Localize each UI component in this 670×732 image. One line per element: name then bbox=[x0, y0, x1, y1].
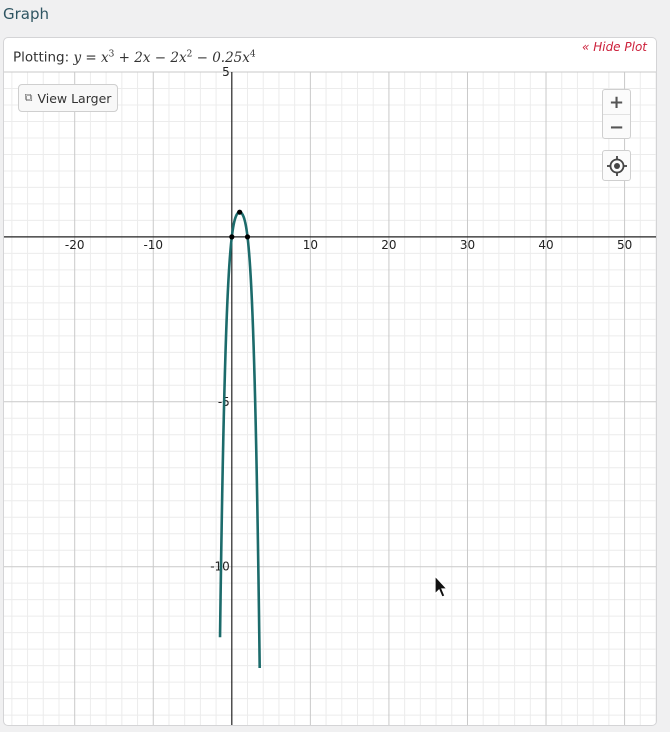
term-1: x bbox=[101, 49, 109, 66]
zoom-controls: + − bbox=[602, 89, 631, 139]
x-tick-label: -20 bbox=[65, 238, 85, 252]
x-tick-label: 20 bbox=[381, 238, 396, 252]
key-point bbox=[244, 234, 251, 240]
term-2-exponent: 2 bbox=[186, 49, 193, 59]
view-larger-label: View Larger bbox=[37, 90, 112, 106]
term-3: − 0.25x bbox=[192, 49, 250, 66]
crosshair-target-icon bbox=[606, 155, 627, 176]
x-tick-label: 10 bbox=[303, 238, 318, 252]
x-tick-label: 30 bbox=[460, 238, 475, 252]
plotting-prefix: Plotting: bbox=[13, 49, 70, 66]
term-3-exponent: 4 bbox=[249, 49, 256, 59]
term-2: + 2x − 2x bbox=[114, 49, 187, 66]
view-larger-button[interactable]: ⧉ View Larger bbox=[18, 84, 118, 112]
key-point bbox=[237, 209, 243, 215]
y-tick-label: 5 bbox=[222, 65, 230, 79]
equation-lhs: y bbox=[73, 49, 82, 66]
key-point bbox=[229, 234, 235, 240]
section-title: Graph bbox=[3, 5, 50, 23]
plot-area[interactable]: -20 -10 10 20 30 40 505-5-10 bbox=[4, 38, 656, 725]
external-window-icon: ⧉ bbox=[24, 91, 33, 104]
x-tick-label: -10 bbox=[143, 238, 163, 252]
hide-plot-link[interactable]: « Hide Plot bbox=[581, 40, 647, 54]
term-1-exponent: 3 bbox=[108, 49, 115, 59]
plotting-label: Plotting: y = x3 + 2x − 2x2 − 0.25x4 bbox=[13, 49, 256, 66]
recenter-button[interactable] bbox=[602, 150, 631, 181]
equation: y = x3 + 2x − 2x2 − 0.25x4 bbox=[73, 49, 256, 66]
x-tick-label: 50 bbox=[617, 238, 632, 252]
zoom-out-button[interactable]: − bbox=[603, 114, 630, 139]
x-tick-label: 40 bbox=[538, 238, 553, 252]
zoom-in-button[interactable]: + bbox=[608, 91, 625, 113]
mouse-pointer-icon bbox=[434, 575, 449, 598]
graph-card: -20 -10 10 20 30 40 50 5 -5 -10 « Hide Plot Plott… bbox=[3, 37, 657, 726]
